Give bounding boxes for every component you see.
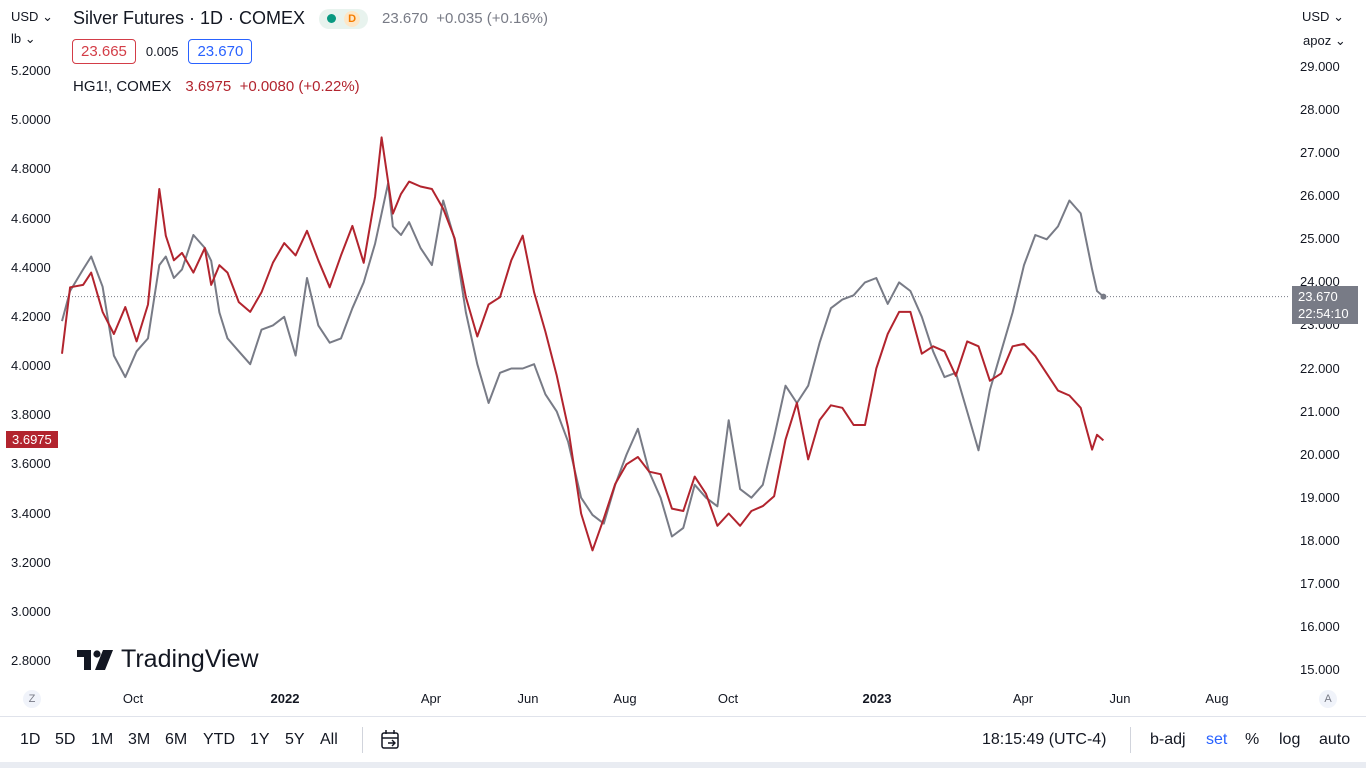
symbol-header: Silver Futures · 1D · COMEX D 23.670 +0.… bbox=[73, 8, 548, 29]
right-tick-label: 25.000 bbox=[1300, 231, 1340, 247]
go-to-date-button[interactable] bbox=[380, 729, 402, 756]
left-current-price-label: 3.6975 bbox=[6, 431, 58, 449]
ask-price[interactable]: 23.670 bbox=[188, 39, 253, 64]
left-tick-label: 4.2000 bbox=[11, 308, 51, 324]
right-tick-label: 29.000 bbox=[1300, 59, 1340, 74]
range-1d[interactable]: 1D bbox=[20, 731, 41, 748]
left-tick-label: 2.8000 bbox=[11, 653, 51, 668]
percent-scale-toggle[interactable]: % bbox=[1245, 731, 1260, 748]
bid-price[interactable]: 23.665 bbox=[72, 39, 136, 64]
bar-countdown: 22:54:10 bbox=[1298, 305, 1349, 321]
watermark-text: TradingView bbox=[121, 645, 259, 673]
bottom-strip bbox=[0, 762, 1366, 768]
right-tick-label: 17.000 bbox=[1300, 575, 1340, 591]
time-tick-label: Aug bbox=[1205, 691, 1229, 706]
silver-series-line bbox=[61, 182, 1105, 538]
timezone-clock[interactable]: 18:15:49 (UTC-4) bbox=[982, 731, 1107, 748]
time-tick-label: Jun bbox=[517, 691, 539, 706]
bottom-toolbar: 1D 5D 1M 3M 6M YTD 1Y 5Y All 18:15:49 (U… bbox=[0, 716, 1366, 769]
symbol-title[interactable]: Silver Futures · 1D · COMEX bbox=[73, 8, 306, 28]
zoom-axis-button[interactable]: Z bbox=[23, 690, 41, 708]
spread-value: 0.005 bbox=[145, 44, 179, 59]
left-tick-label: 3.4000 bbox=[11, 505, 51, 521]
left-tick-label: 3.8000 bbox=[11, 407, 51, 423]
left-tick-label: 3.0000 bbox=[11, 603, 51, 619]
chevron-down-icon: ⌄ bbox=[24, 31, 36, 46]
market-open-icon bbox=[327, 14, 337, 23]
range-5d[interactable]: 5D bbox=[55, 731, 76, 748]
chevron-down-icon: ⌄ bbox=[1333, 9, 1344, 24]
bid-ask-panel: 23.665 0.005 23.670 bbox=[72, 39, 253, 64]
time-tick-label: 2022 bbox=[270, 691, 300, 706]
compare-legend: HG1!, COMEX 3.6975 +0.0080 (+0.22%) bbox=[73, 78, 360, 95]
chevron-down-icon: ⌄ bbox=[42, 9, 53, 24]
market-status-badge[interactable]: D bbox=[319, 8, 369, 29]
left-tick-label: 5.2000 bbox=[11, 63, 51, 78]
right-unit-selector[interactable]: apoz ⌄ bbox=[1303, 33, 1346, 48]
silver-last-point bbox=[1100, 293, 1107, 300]
tradingview-logo-icon bbox=[77, 649, 113, 670]
time-tick-label: Apr bbox=[1012, 691, 1034, 706]
right-currency-selector[interactable]: USD ⌄ bbox=[1302, 9, 1344, 24]
right-tick-label: 22.000 bbox=[1300, 360, 1340, 376]
symbol-quote: 23.670 +0.035 (+0.16%) bbox=[382, 10, 549, 27]
time-tick-label: Aug bbox=[613, 691, 637, 706]
range-6m[interactable]: 6M bbox=[165, 731, 188, 748]
range-1m[interactable]: 1M bbox=[91, 731, 114, 748]
log-scale-toggle[interactable]: log bbox=[1279, 731, 1301, 748]
range-ytd[interactable]: YTD bbox=[203, 731, 235, 748]
right-tick-label: 20.000 bbox=[1300, 446, 1340, 462]
right-tick-label: 15.000 bbox=[1300, 662, 1340, 677]
chevron-down-icon: ⌄ bbox=[1334, 33, 1346, 48]
right-tick-label: 26.000 bbox=[1300, 188, 1340, 204]
right-current-price-label: 23.670 22:54:10 bbox=[1292, 285, 1358, 324]
left-tick-label: 4.0000 bbox=[11, 358, 51, 373]
time-tick-label: Apr bbox=[420, 691, 442, 706]
compare-symbol[interactable]: HG1!, COMEX bbox=[73, 78, 172, 95]
back-adjust-toggle[interactable]: b-adj bbox=[1150, 731, 1186, 748]
right-tick-label: 21.000 bbox=[1300, 403, 1340, 419]
left-currency-selector[interactable]: USD ⌄ bbox=[11, 9, 53, 24]
range-5y[interactable]: 5Y bbox=[285, 731, 305, 748]
auto-scale-button[interactable]: A bbox=[1319, 690, 1337, 708]
left-tick-label: 3.6000 bbox=[11, 456, 51, 472]
chart-canvas[interactable] bbox=[0, 0, 1366, 716]
range-all[interactable]: All bbox=[320, 731, 338, 748]
compare-quote: 3.6975 +0.0080 (+0.22%) bbox=[185, 78, 360, 95]
right-tick-label: 18.000 bbox=[1300, 532, 1340, 548]
right-tick-label: 27.000 bbox=[1300, 145, 1340, 161]
range-1y[interactable]: 1Y bbox=[250, 731, 270, 748]
time-tick-label: Oct bbox=[122, 691, 144, 706]
toolbar-divider bbox=[1130, 727, 1131, 753]
left-tick-label: 4.4000 bbox=[11, 259, 51, 275]
delayed-data-icon: D bbox=[344, 10, 361, 27]
range-3m[interactable]: 3M bbox=[128, 731, 151, 748]
time-tick-label: 2023 bbox=[862, 691, 892, 706]
left-tick-label: 3.2000 bbox=[11, 554, 51, 570]
calendar-goto-icon bbox=[381, 730, 399, 749]
right-tick-label: 28.000 bbox=[1300, 102, 1340, 118]
copper-series-line bbox=[61, 136, 1105, 552]
right-tick-label: 19.000 bbox=[1300, 489, 1340, 505]
left-tick-label: 5.0000 bbox=[11, 112, 51, 128]
settlement-toggle[interactable]: set bbox=[1206, 731, 1228, 748]
time-tick-label: Jun bbox=[1109, 691, 1131, 706]
auto-scale-toggle[interactable]: auto bbox=[1319, 731, 1351, 748]
right-tick-label: 16.000 bbox=[1300, 618, 1340, 634]
left-tick-label: 4.6000 bbox=[11, 210, 51, 226]
left-unit-selector[interactable]: lb ⌄ bbox=[11, 31, 36, 46]
toolbar-divider bbox=[362, 727, 363, 753]
tradingview-watermark[interactable]: TradingView bbox=[77, 645, 259, 674]
left-tick-label: 4.8000 bbox=[11, 161, 51, 177]
current-price-value: 23.670 bbox=[1298, 288, 1338, 304]
time-tick-label: Oct bbox=[717, 691, 739, 706]
